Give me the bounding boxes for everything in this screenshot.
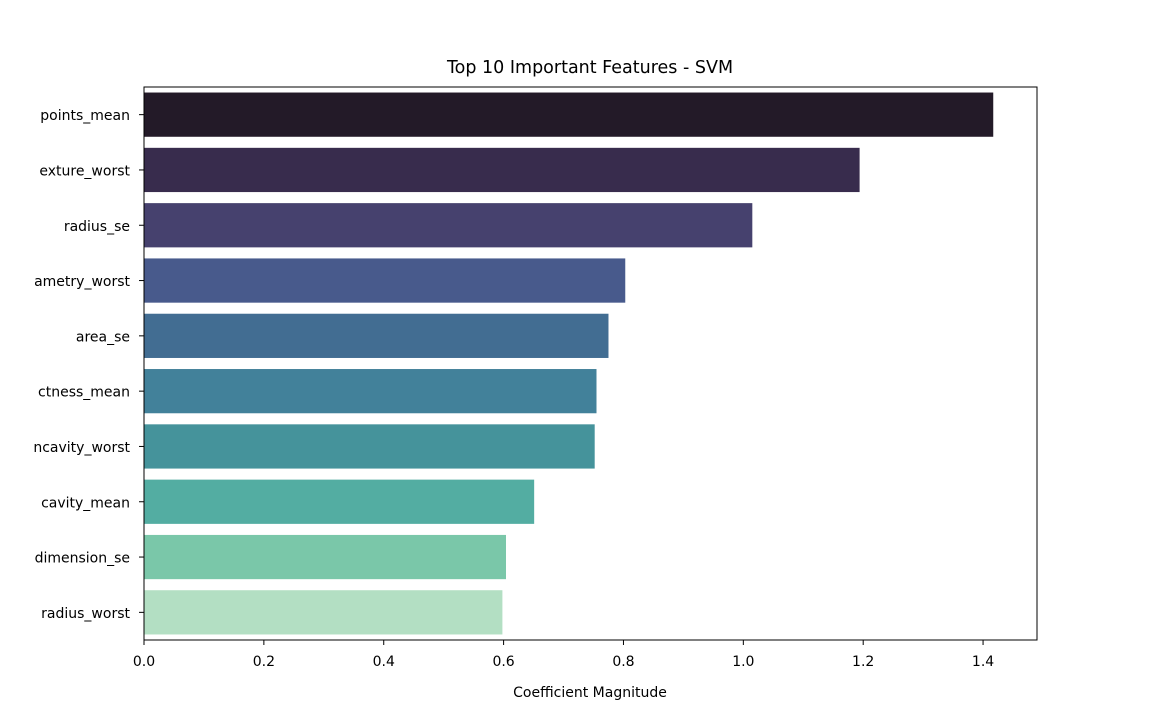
- x-tick-label: 1.0: [732, 654, 754, 670]
- x-axis-label: Coefficient Magnitude: [513, 685, 667, 701]
- y-tick-label: points_mean: [40, 108, 130, 124]
- bar-radius-worst: [144, 590, 503, 635]
- x-tick-label: 1.4: [972, 654, 994, 670]
- y-tick-label: dimension_se: [35, 551, 130, 567]
- bar-points-mean: [144, 92, 994, 137]
- y-tick-label: ametry_worst: [34, 274, 130, 290]
- y-tick-label: exture_worst: [39, 163, 130, 179]
- y-tick-label: area_se: [76, 329, 130, 345]
- x-tick-label: 0.6: [492, 654, 514, 670]
- x-ticks: 0.0 0.2 0.4 0.6 0.8 1.0 1.2 1.4: [133, 640, 994, 670]
- bar-ctness-mean: [144, 369, 597, 414]
- x-tick-label: 0.8: [612, 654, 634, 670]
- bar-area-se: [144, 313, 609, 358]
- y-tick-label: radius_se: [64, 219, 130, 235]
- bar-ametry-worst: [144, 258, 626, 303]
- y-tick-label: ctness_mean: [38, 385, 130, 401]
- y-tick-label: cavity_mean: [41, 495, 130, 511]
- bars-group: [144, 92, 994, 635]
- plot-frame: [143, 86, 1038, 641]
- x-tick-label: 0.4: [373, 654, 395, 670]
- x-tick-label: 1.2: [852, 654, 874, 670]
- y-tick-label: radius_worst: [41, 606, 130, 622]
- bar-ncavity-worst: [144, 424, 595, 469]
- x-tick-label: 0.0: [133, 654, 155, 670]
- bar-radius-se: [144, 203, 753, 248]
- bar-dimension-se: [144, 534, 506, 580]
- chart-title: Top 10 Important Features - SVM: [446, 58, 733, 78]
- bar-exture-worst: [144, 147, 860, 193]
- x-tick-label: 0.2: [253, 654, 275, 670]
- bar-cavity-mean: [144, 479, 535, 524]
- y-tick-label: ncavity_worst: [33, 440, 130, 456]
- y-tick-labels: points_mean exture_worst radius_se ametry_w…: [33, 108, 144, 622]
